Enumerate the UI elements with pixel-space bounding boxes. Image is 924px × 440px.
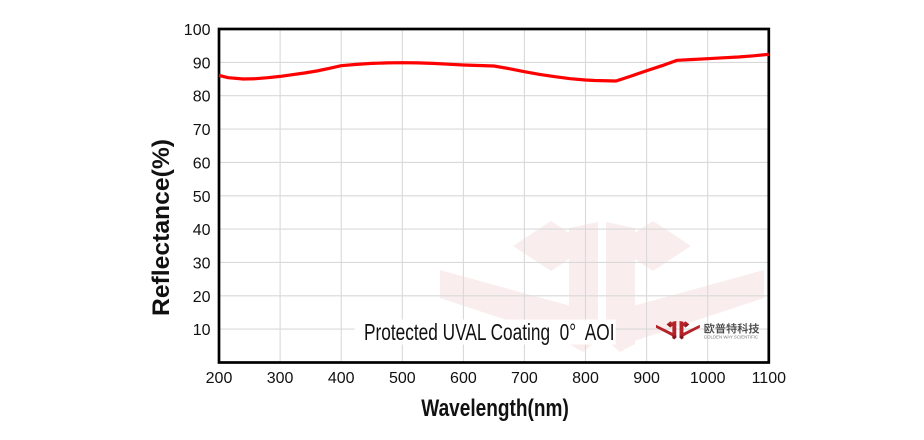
svg-text:1000: 1000 [690, 370, 726, 387]
svg-text:70: 70 [193, 122, 211, 139]
svg-text:600: 600 [450, 370, 477, 387]
svg-text:800: 800 [572, 370, 599, 387]
svg-text:900: 900 [633, 370, 660, 387]
svg-text:Protected UVAL Coating 0° AO: Protected UVAL Coating 0° AOI [364, 319, 615, 345]
svg-text:300: 300 [267, 370, 294, 387]
svg-text:100: 100 [184, 22, 211, 39]
svg-text:90: 90 [193, 55, 211, 72]
svg-text:700: 700 [511, 370, 538, 387]
svg-text:Wavelength(nm): Wavelength(nm) [421, 395, 569, 422]
svg-text:40: 40 [193, 222, 211, 239]
svg-text:1100: 1100 [752, 370, 787, 387]
svg-text:Reflectance(%): Reflectance(%) [148, 139, 175, 316]
svg-text:400: 400 [328, 370, 355, 387]
svg-text:200: 200 [206, 370, 233, 387]
svg-text:30: 30 [193, 255, 211, 272]
svg-text:80: 80 [193, 89, 211, 106]
svg-text:50: 50 [193, 189, 211, 206]
svg-text:60: 60 [193, 155, 211, 172]
svg-text:GOLDEN WAY SCIENTIFIC: GOLDEN WAY SCIENTIFIC [704, 335, 759, 340]
svg-text:20: 20 [193, 289, 211, 306]
svg-text:10: 10 [193, 322, 211, 339]
svg-text:500: 500 [389, 370, 416, 387]
